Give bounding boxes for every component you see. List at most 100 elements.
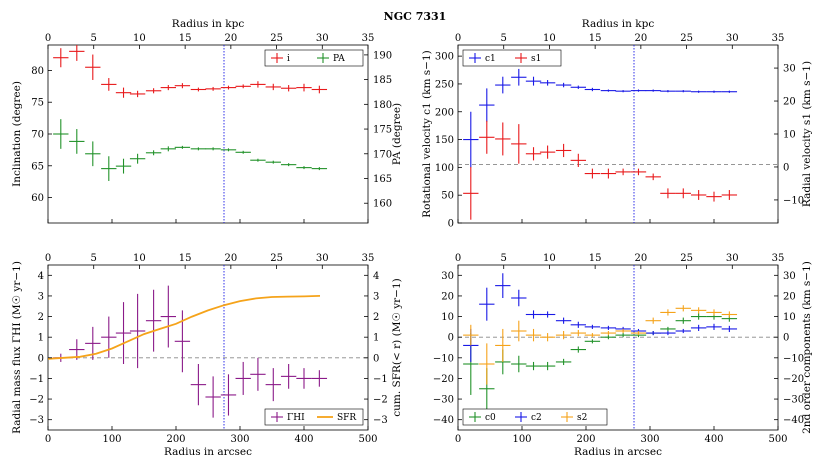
y-axis-label: Inclination (degree) [11,81,23,187]
y-tick-label: −1 [29,374,44,385]
legend-entry: ΓHI [271,412,305,423]
x-tick-label: 0 [455,434,461,445]
data-point [495,76,511,94]
x-axis-label: Radius in arcsec [164,446,252,458]
data-point [495,273,511,298]
data-point [235,150,251,154]
x-top-axis-label: Radius in kpc [172,18,245,30]
x-tick-label: 500 [358,434,377,445]
x-top-tick-label: 35 [362,253,375,264]
legend-entry: s2 [561,412,587,423]
x-top-tick-label: 5 [501,33,507,44]
y-right-axis-label: Radial velocity s1 (km s−1) [801,61,813,207]
data-point [615,168,631,176]
data-point [584,339,601,344]
legend-entry: i [271,53,290,64]
data-point [160,285,176,348]
x-top-tick-label: 15 [179,253,192,264]
data-point [721,311,738,318]
data-point [690,324,707,331]
data-point [235,84,251,89]
y-right-axis-label: PA (degree) [391,103,403,165]
data-point [555,331,572,340]
sfr-curve [48,295,321,360]
legend-label: c2 [531,413,542,423]
x-top-tick-label: 10 [133,253,146,264]
y-tick-label: 0 [38,353,44,364]
series-s2 [463,305,738,385]
y-tick-label: −20 [433,374,454,385]
y-right-tick-label: −40 [783,415,804,426]
plot-area [48,265,368,430]
legend-label: i [287,54,290,64]
data-point [525,310,542,319]
data-point [539,333,556,342]
y-right-tick-label: −10 [783,195,804,206]
data-point [220,148,237,152]
data-point [250,357,266,391]
data-point [645,317,661,324]
x-top-tick-label: 20 [224,33,237,44]
data-point [296,166,312,170]
data-point [570,329,586,337]
data-point [570,85,586,89]
data-point [584,324,601,329]
data-point [160,146,176,152]
y-tick-label: 75 [31,98,44,109]
data-point [463,111,479,168]
y-right-tick-label: 30 [783,64,796,75]
x-tick-label: 300 [230,434,249,445]
data-point [511,289,527,307]
y-right-tick-label: −30 [783,395,804,406]
x-tick-label: 100 [102,434,121,445]
data-point [174,310,191,373]
data-point [660,90,676,93]
data-point [265,368,281,402]
data-point [539,80,556,86]
data-point [101,78,117,91]
data-point [85,54,101,80]
data-point [630,89,647,92]
data-point [205,86,221,91]
plot-area [458,265,778,430]
data-point [463,324,479,346]
y-axis-label: Radial mass flux ΓHI (M☉ yr−1) [11,261,23,434]
y-right-axis-label: cum. SFR(< r) (M☉ yr−1) [391,278,403,416]
data-point [600,89,617,92]
x-top-tick-label: 10 [133,33,146,44]
legend-entry: c2 [515,412,542,423]
data-point [129,90,146,98]
data-point [101,316,117,358]
data-point [570,346,586,353]
data-point [615,90,631,93]
data-point [645,331,661,336]
data-point [721,190,738,200]
data-point [479,343,495,385]
data-point [511,124,527,164]
data-point [69,129,85,154]
plot-area [53,45,328,223]
x-top-tick-label: 0 [455,33,461,44]
data-point [129,153,146,164]
data-point [645,89,661,92]
x-top-tick-label: 5 [91,253,97,264]
x-tick-label: 0 [45,434,51,445]
data-point [555,358,572,366]
x-top-tick-label: 20 [634,253,647,264]
y-tick-label: 80 [31,66,44,77]
y-right-tick-label: 20 [783,291,796,302]
x-tick-label: 500 [768,434,787,445]
y-right-tick-label: −1 [373,374,388,385]
data-point [479,287,495,321]
y-right-tick-label: 170 [373,149,392,160]
x-top-tick-label: 35 [772,33,785,44]
data-point [570,153,586,167]
legend-entry: SFR [317,413,356,423]
y-tick-label: −3 [29,415,44,426]
data-point [511,355,527,373]
data-point [600,331,617,336]
series-ΓHI [53,285,328,418]
data-point [115,302,132,364]
